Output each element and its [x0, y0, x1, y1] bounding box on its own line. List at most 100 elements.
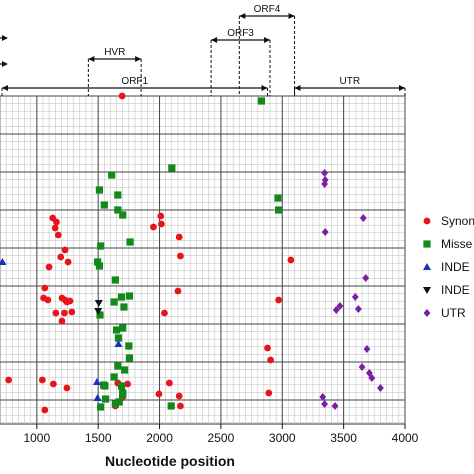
data-point — [41, 284, 49, 292]
region-arrow-right — [399, 85, 405, 91]
data-point — [96, 311, 104, 319]
region-label: HVR — [104, 47, 125, 58]
series-triangle-up — [0, 258, 123, 401]
data-point — [377, 384, 384, 392]
data-point — [110, 298, 118, 306]
region-arrow-cutoff — [2, 35, 8, 41]
legend-marker — [423, 263, 431, 270]
region-arrow-left — [2, 85, 8, 91]
x-tick-label: 4000 — [392, 431, 419, 445]
data-point — [94, 300, 103, 307]
x-tick-label: 1500 — [85, 431, 112, 445]
mutation-points — [0, 92, 384, 414]
legend-marker — [423, 217, 431, 225]
legend-label: INDE — [441, 260, 470, 274]
data-point — [92, 378, 101, 385]
data-point — [321, 180, 329, 188]
region-annotations: ORF1 HVR ORF3 ORF4 UTR — [0, 4, 406, 96]
data-point — [52, 309, 60, 317]
data-point — [114, 334, 123, 342]
data-point — [332, 306, 340, 314]
data-point — [111, 276, 119, 284]
data-point — [161, 309, 168, 317]
data-point — [125, 354, 134, 362]
data-point — [174, 287, 182, 295]
data-point — [363, 345, 371, 353]
data-point — [336, 302, 344, 310]
region-arrow-right — [264, 37, 270, 43]
data-point — [114, 206, 122, 214]
legend-label: Synony — [441, 214, 474, 228]
data-point — [267, 356, 275, 364]
x-tick-label: 1000 — [23, 431, 50, 445]
region-arrow-left — [211, 37, 218, 43]
legend-marker — [423, 309, 431, 317]
data-point — [119, 389, 127, 397]
region-arrow-left — [88, 56, 95, 62]
data-point — [120, 366, 129, 374]
data-point — [177, 252, 184, 260]
data-point — [115, 398, 123, 406]
region-arrow-right — [135, 56, 142, 62]
data-point — [168, 164, 176, 172]
data-point — [264, 344, 271, 352]
data-point — [93, 394, 102, 401]
data-point — [38, 376, 46, 384]
region-label: ORF4 — [254, 4, 281, 15]
data-point — [45, 263, 53, 271]
region-arrow-cutoff — [2, 61, 8, 67]
data-point — [108, 171, 116, 179]
legend-marker — [423, 240, 431, 248]
region-arrow-right — [261, 85, 268, 91]
data-point — [331, 402, 339, 410]
data-point — [275, 296, 282, 304]
data-point — [274, 206, 283, 214]
legend-label: INDE — [441, 283, 470, 297]
data-point — [319, 393, 327, 401]
data-point — [57, 253, 65, 261]
data-point — [157, 212, 165, 220]
data-point — [118, 92, 126, 100]
x-tick-label: 2500 — [208, 431, 235, 445]
x-tick-label: 3000 — [269, 431, 296, 445]
data-point — [157, 220, 165, 228]
data-point — [117, 382, 126, 390]
data-point — [110, 373, 118, 381]
data-point — [44, 296, 52, 304]
data-point — [114, 191, 122, 199]
region-label: ORF3 — [227, 28, 254, 39]
legend: Synony Misse INDE INDE UTR — [423, 214, 474, 320]
data-point — [321, 228, 329, 236]
x-axis: 1000 1500 2000 2500 3000 3500 4000 — [23, 424, 419, 445]
data-point — [63, 384, 71, 392]
data-point — [54, 231, 62, 239]
region-arrow-right — [288, 13, 295, 19]
data-point — [111, 400, 119, 408]
data-point — [97, 403, 105, 411]
legend-label: Misse — [441, 237, 473, 251]
data-point — [68, 308, 76, 316]
data-point — [114, 362, 122, 370]
data-point — [120, 303, 128, 311]
data-point — [175, 233, 183, 241]
data-point — [41, 406, 49, 414]
data-point — [150, 223, 157, 231]
data-point — [257, 97, 266, 105]
data-point — [274, 194, 282, 202]
data-point — [124, 380, 132, 388]
region-arrow-left — [239, 13, 246, 19]
data-point — [64, 258, 72, 266]
legend-marker — [423, 287, 431, 294]
data-point — [155, 390, 163, 398]
data-point — [125, 292, 134, 300]
data-point — [117, 293, 126, 301]
data-point — [53, 218, 60, 226]
series-diamond — [319, 169, 384, 410]
region-label: UTR — [339, 76, 360, 87]
x-tick-label: 3500 — [330, 431, 357, 445]
data-point — [125, 342, 133, 350]
data-point — [0, 258, 7, 265]
region-label: ORF1 — [121, 76, 148, 87]
data-point — [95, 186, 104, 194]
